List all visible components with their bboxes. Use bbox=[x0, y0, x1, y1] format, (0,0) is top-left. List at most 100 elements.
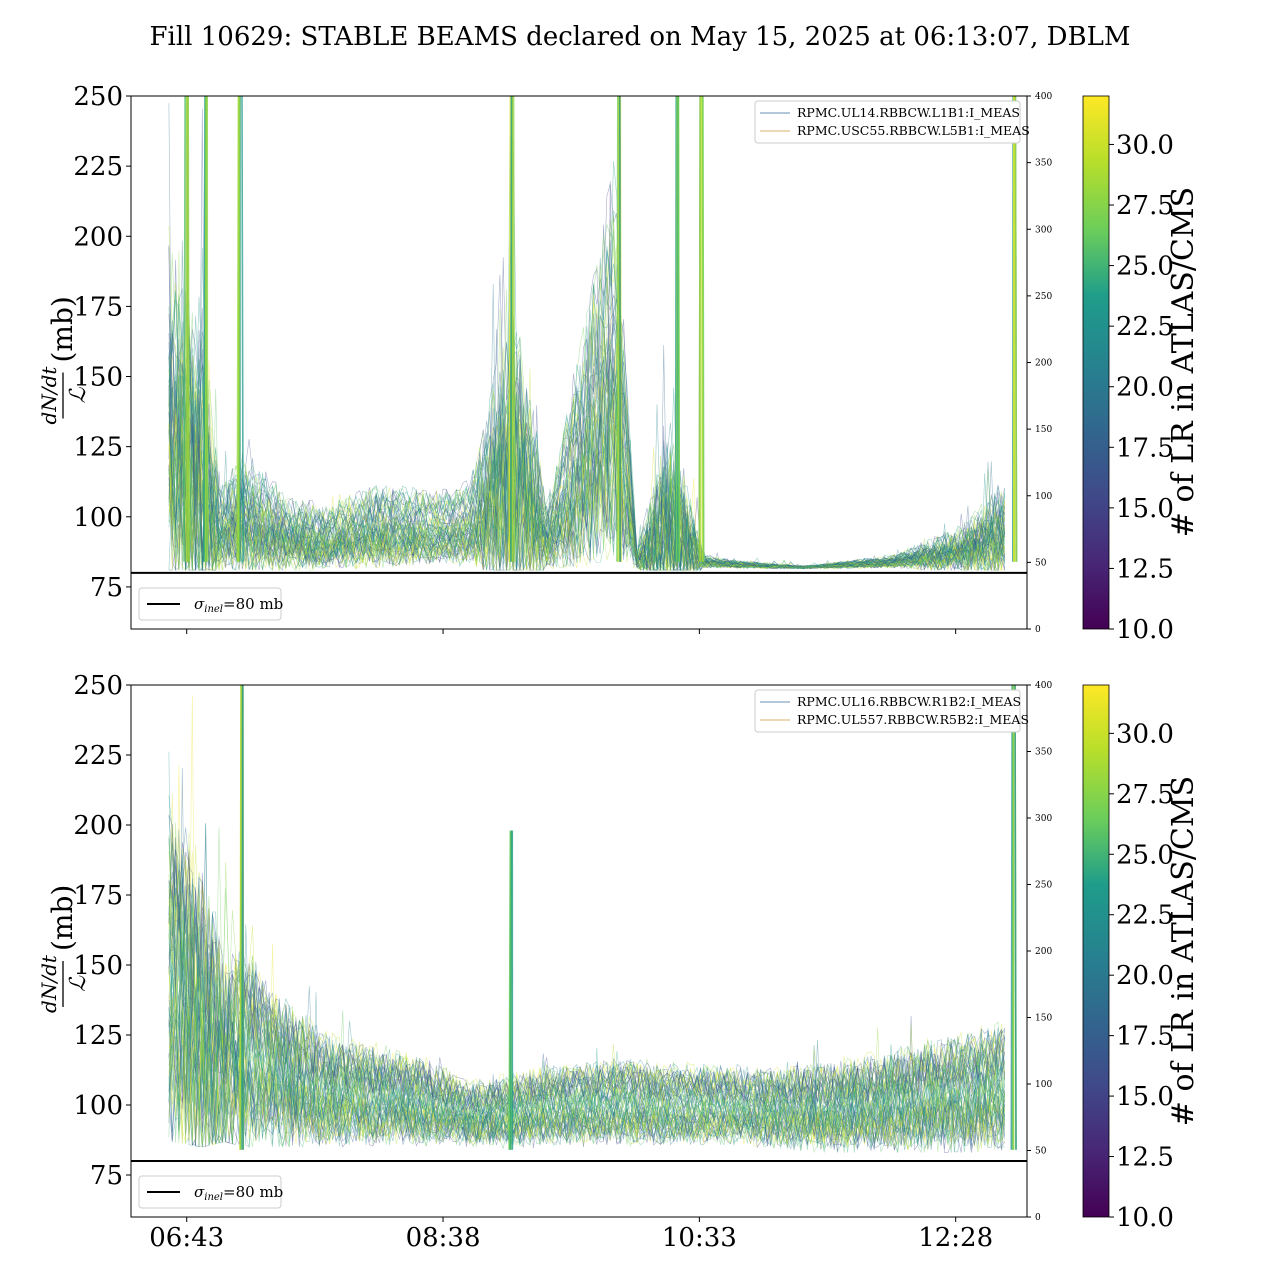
top-left-tick-label: 150 bbox=[73, 363, 123, 393]
bottom-trace bbox=[168, 942, 1005, 1143]
top-ylabel-unit: (mb) bbox=[46, 296, 79, 362]
top-spike bbox=[241, 96, 244, 562]
top-trace bbox=[168, 414, 1005, 572]
top-plot-area bbox=[131, 96, 1027, 629]
top-trace bbox=[168, 433, 1005, 572]
top-colorbar-tick-label: 27.5 bbox=[1116, 191, 1174, 221]
bottom-trace bbox=[168, 993, 1005, 1153]
bottom-series-legend-box bbox=[754, 689, 1021, 733]
bottom-trace bbox=[168, 767, 1005, 1146]
bottom-spike bbox=[1010, 685, 1014, 1150]
top-spike bbox=[187, 96, 190, 562]
bottom-trace bbox=[168, 828, 1005, 1141]
top-left-tick-label: 125 bbox=[73, 433, 123, 463]
top-trace bbox=[168, 453, 1005, 572]
bottom-left-tick-label: 200 bbox=[73, 811, 123, 841]
top-trace bbox=[168, 381, 1005, 571]
bottom-right-tick-label: 250 bbox=[1035, 881, 1052, 891]
top-trace bbox=[168, 379, 1005, 572]
top-ylabel: dN/dt ℒ (mb) bbox=[37, 296, 91, 424]
bottom-trace bbox=[168, 996, 1005, 1154]
top-trace bbox=[168, 331, 1005, 569]
bottom-trace bbox=[168, 939, 1005, 1146]
bottom-trace bbox=[168, 992, 1005, 1151]
top-trace bbox=[168, 367, 1005, 571]
bottom-trace bbox=[168, 985, 1005, 1148]
top-trace bbox=[168, 216, 1005, 571]
top-trace bbox=[168, 108, 1005, 571]
top-trace bbox=[168, 368, 1005, 572]
bottom-trace bbox=[168, 910, 1005, 1126]
bottom-trace bbox=[168, 815, 1005, 1136]
top-trace bbox=[168, 413, 1005, 572]
bottom-x-tick-label: 06:43 bbox=[149, 1223, 224, 1253]
top-trace bbox=[168, 181, 1005, 572]
top-spike bbox=[186, 96, 189, 562]
bottom-spike bbox=[239, 685, 242, 1150]
bottom-left-tick-label: 125 bbox=[73, 1021, 123, 1051]
top-trace bbox=[168, 229, 1005, 569]
bottom-trace bbox=[168, 1003, 1005, 1146]
top-trace bbox=[168, 136, 1005, 572]
top-trace bbox=[168, 210, 1005, 568]
bottom-colorbar-tick-label: 10.0 bbox=[1116, 1203, 1174, 1233]
bottom-trace bbox=[168, 1008, 1005, 1148]
bottom-right-tick-label: 350 bbox=[1035, 748, 1052, 758]
bottom-trace bbox=[168, 961, 1005, 1131]
top-trace bbox=[168, 308, 1005, 572]
top-trace bbox=[168, 333, 1005, 571]
top-right-tick-label: 200 bbox=[1035, 359, 1052, 369]
bottom-trace bbox=[168, 851, 1005, 1127]
top-spike bbox=[1014, 96, 1018, 562]
bottom-trace bbox=[168, 969, 1005, 1142]
top-trace bbox=[168, 319, 1005, 571]
bottom-trace bbox=[168, 992, 1005, 1150]
top-ylabel-group: dN/dt ℒ (mb) bbox=[37, 296, 91, 424]
top-right-tick-label: 0 bbox=[1035, 625, 1041, 635]
bottom-trace bbox=[168, 881, 1005, 1128]
bottom-x-tick-label: 10:33 bbox=[662, 1223, 737, 1253]
top-series-legend: RPMC.UL14.RBBCW.L1B1:I_MEAS RPMC.USC55.R… bbox=[754, 100, 1030, 144]
top-right-tick-label: 400 bbox=[1035, 92, 1052, 102]
bottom-trace bbox=[168, 992, 1005, 1146]
bottom-plot-area bbox=[131, 685, 1027, 1217]
bottom-trace bbox=[168, 695, 1005, 1147]
bottom-ylabel: dN/dt ℒ (mb) bbox=[37, 885, 91, 1013]
bottom-legend-entry-1: RPMC.UL16.RBBCW.R1B2:I_MEAS bbox=[797, 694, 1021, 709]
bottom-left-tick-label: 150 bbox=[73, 951, 123, 981]
bottom-trace bbox=[168, 901, 1005, 1127]
bottom-colorbar-tick-label: 20.0 bbox=[1116, 961, 1174, 991]
top-trace bbox=[168, 386, 1005, 571]
top-spike bbox=[618, 96, 622, 562]
top-trace bbox=[168, 321, 1005, 571]
top-trace bbox=[168, 257, 1005, 571]
top-trace bbox=[168, 240, 1005, 569]
bottom-left-ticks: 75 100 125 150 175 200 225 250 bbox=[73, 671, 131, 1191]
bottom-colorbar-tick-label: 25.0 bbox=[1116, 840, 1174, 870]
top-traces bbox=[131, 96, 1027, 574]
top-trace bbox=[168, 434, 1005, 571]
top-left-tick-label: 75 bbox=[90, 573, 123, 603]
top-trace bbox=[168, 224, 1005, 569]
top-sigma-label: σinel=80 mb bbox=[194, 595, 283, 615]
top-colorbar-tick-label: 10.0 bbox=[1116, 615, 1174, 645]
bottom-colorbar-tick-label: 12.5 bbox=[1116, 1143, 1174, 1173]
bottom-left-tick-label: 100 bbox=[73, 1091, 123, 1121]
top-spike bbox=[204, 96, 207, 562]
top-trace bbox=[168, 321, 1005, 571]
bottom-right-tick-label: 400 bbox=[1035, 681, 1052, 691]
bottom-trace bbox=[168, 957, 1005, 1144]
top-trace bbox=[168, 411, 1005, 571]
bottom-sigma-label: σinel=80 mb bbox=[194, 1183, 283, 1203]
top-trace bbox=[168, 350, 1005, 572]
bottom-trace bbox=[168, 931, 1005, 1142]
bottom-right-tick-label: 100 bbox=[1035, 1080, 1052, 1090]
bottom-right-tick-label: 300 bbox=[1035, 814, 1052, 824]
top-colorbar-tick-label: 12.5 bbox=[1116, 554, 1174, 584]
top-series-legend-box bbox=[754, 100, 1021, 144]
top-trace bbox=[168, 160, 1005, 569]
top-left-tick-label: 175 bbox=[73, 292, 123, 322]
bottom-colorbar-tick-label: 22.5 bbox=[1116, 901, 1174, 931]
top-trace bbox=[168, 387, 1005, 571]
top-trace bbox=[168, 245, 1005, 571]
